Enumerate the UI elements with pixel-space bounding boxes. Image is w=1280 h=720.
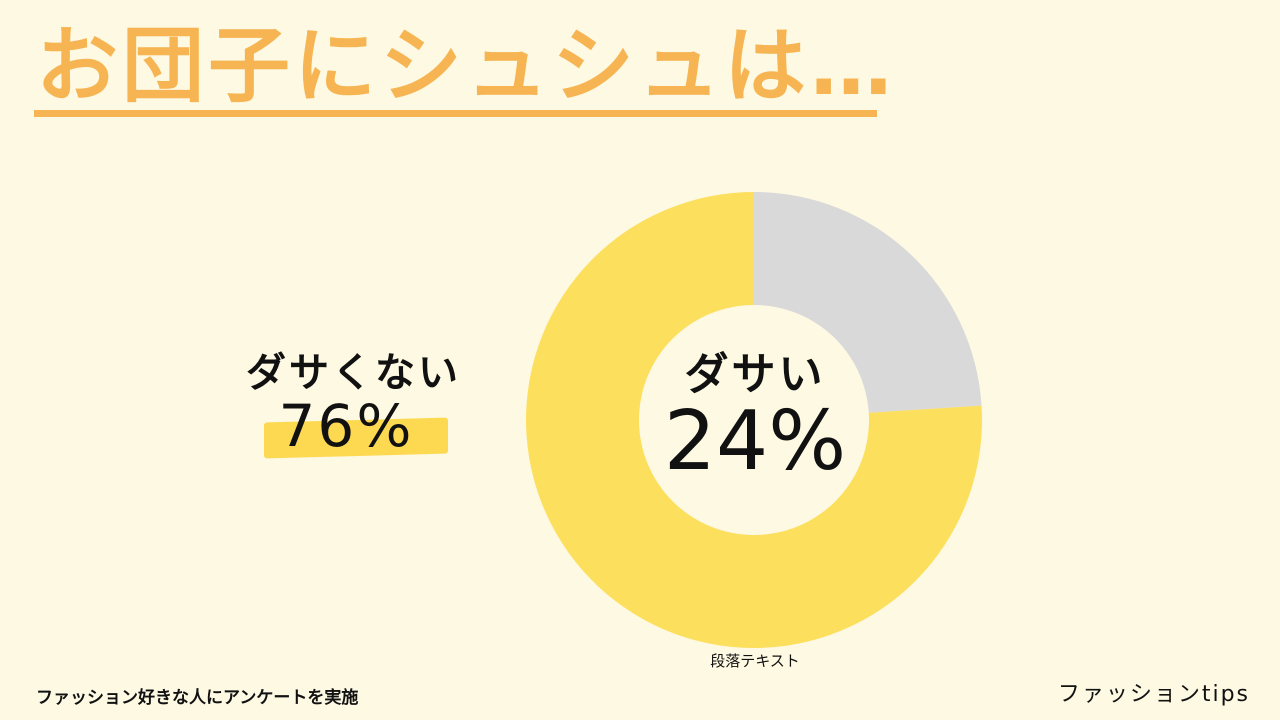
label-lame: ダサい [684,349,826,400]
label-not-lame: ダサくない [246,350,461,396]
slide-title: お団子にシュシュは… [36,19,897,114]
donut-chart [525,192,982,648]
title-underline [34,110,877,117]
chart-caption: 段落テキスト [710,652,800,670]
donut-hole [639,305,869,535]
survey-note: ファッション好きな人にアンケートを実施 [36,688,359,708]
brand-name: ファッションtips [1057,682,1250,707]
value-not-lame: 76% [278,392,414,460]
value-lame: 24% [663,394,847,489]
